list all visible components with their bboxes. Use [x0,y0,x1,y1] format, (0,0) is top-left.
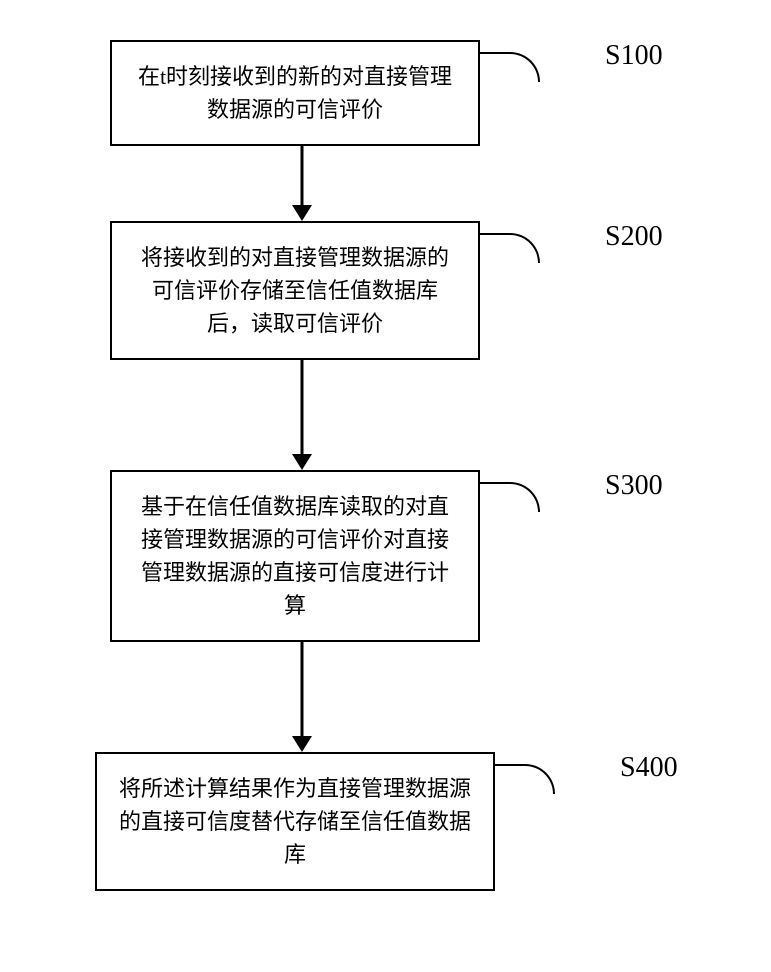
arrow-line-1 [301,146,304,207]
arrow-line-3 [301,642,304,738]
step-label-4: S400 [620,752,678,784]
arrow-2 [290,360,314,470]
step-box-4: 将所述计算结果作为直接管理数据源的直接可信度替代存储至信任值数据库 [95,752,495,891]
step-label-2: S200 [605,221,663,253]
connector-1 [480,52,540,82]
arrow-head-2 [292,454,312,470]
step-row-4: 将所述计算结果作为直接管理数据源的直接可信度替代存储至信任值数据库 S400 [0,752,771,891]
connector-2 [480,233,540,263]
step-box-2: 将接收到的对直接管理数据源的可信评价存储至信任值数据库后，读取可信评价 [110,221,480,360]
connector-4 [495,764,555,794]
step-row-2: 将接收到的对直接管理数据源的可信评价存储至信任值数据库后，读取可信评价 S200 [0,221,771,360]
step-text-3: 基于在信任值数据库读取的对直接管理数据源的可信评价对直接管理数据源的直接可信度进… [141,494,449,618]
step-text-2: 将接收到的对直接管理数据源的可信评价存储至信任值数据库后，读取可信评价 [141,245,449,336]
step-row-3: 基于在信任值数据库读取的对直接管理数据源的可信评价对直接管理数据源的直接可信度进… [0,470,771,642]
step-row-1: 在t时刻接收到的新的对直接管理数据源的可信评价 S100 [0,40,771,146]
step-label-3: S300 [605,470,663,502]
arrow-line-2 [301,360,304,456]
arrow-container-3 [0,642,771,752]
arrow-head-3 [292,736,312,752]
arrow-container-2 [0,360,771,470]
connector-3 [480,482,540,512]
arrow-1 [290,146,314,221]
step-text-1: 在t时刻接收到的新的对直接管理数据源的可信评价 [138,64,452,122]
step-label-1: S100 [605,40,663,72]
flowchart-container: 在t时刻接收到的新的对直接管理数据源的可信评价 S100 将接收到的对直接管理数… [0,40,771,891]
arrow-3 [290,642,314,752]
step-box-3: 基于在信任值数据库读取的对直接管理数据源的可信评价对直接管理数据源的直接可信度进… [110,470,480,642]
step-box-1: 在t时刻接收到的新的对直接管理数据源的可信评价 [110,40,480,146]
arrow-container-1 [0,146,771,221]
step-text-4: 将所述计算结果作为直接管理数据源的直接可信度替代存储至信任值数据库 [119,776,471,867]
arrow-head-1 [292,205,312,221]
